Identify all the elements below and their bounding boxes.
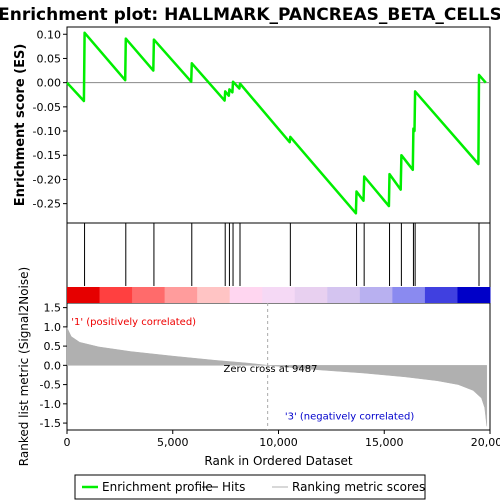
heat-segment-4 [197,287,230,303]
es-y-tick-label: -0.15 [33,149,61,162]
es-y-tick-label: 0.05 [37,52,62,65]
heat-segment-2 [132,287,165,303]
legend-label-2: Ranking metric scores [292,480,425,494]
metric-y-axis-label: Ranked list metric (Signal2Noise) [17,267,31,466]
x-tick-label: 5,000 [157,436,189,449]
metric-y-tick-label: 0.5 [44,340,62,353]
es-y-tick-label: -0.25 [33,198,61,211]
es-y-tick-label: 0.00 [37,77,62,90]
metric-y-tick-label: 0.0 [44,359,62,372]
metric-y-tick-label: 1.5 [44,302,62,315]
heat-segment-1 [100,287,133,303]
metric-annotation-2: '3' (negatively correlated) [285,411,414,422]
es-y-axis-label: Enrichment score (ES) [13,44,28,207]
es-y-tick-label: -0.20 [33,173,61,186]
heat-segment-5 [230,287,263,303]
rank-heat-bar [67,287,491,303]
heat-segment-11 [425,287,458,303]
es-y-tick-label: -0.10 [33,125,61,138]
heat-segment-10 [392,287,425,303]
metric-annotation-1: Zero cross at 9487 [224,364,318,375]
x-tick-label: 0 [64,436,71,449]
metric-y-tick-label: -1.5 [40,417,61,430]
legend-label-1: Hits [222,480,245,494]
metric-y-tick-label: -0.5 [40,379,61,392]
x-tick-label: 15,000 [365,436,404,449]
es-y-tick-label: -0.05 [33,101,61,114]
legend-label-0: Enrichment profile [102,480,213,494]
x-axis-label: Rank in Ordered Dataset [204,454,352,468]
heat-segment-8 [327,287,360,303]
x-tick-label: 20,000 [471,436,500,449]
heat-segment-7 [295,287,328,303]
es-y-tick-label: 0.10 [37,28,62,41]
heat-segment-9 [360,287,393,303]
metric-y-tick-label: 1.0 [44,321,62,334]
x-tick-label: 10,000 [259,436,298,449]
legend: Enrichment profile Hits Ranking metric sco… [75,475,425,499]
heat-segment-3 [165,287,198,303]
heat-segment-12 [457,287,490,303]
chart-title: Enrichment plot: HALLMARK_PANCREAS_BETA_… [0,5,500,25]
metric-y-tick-label: -1.0 [40,398,61,411]
metric-annotation-0: '1' (positively correlated) [71,317,196,328]
heat-segment-6 [262,287,295,303]
heat-segment-0 [67,287,100,303]
